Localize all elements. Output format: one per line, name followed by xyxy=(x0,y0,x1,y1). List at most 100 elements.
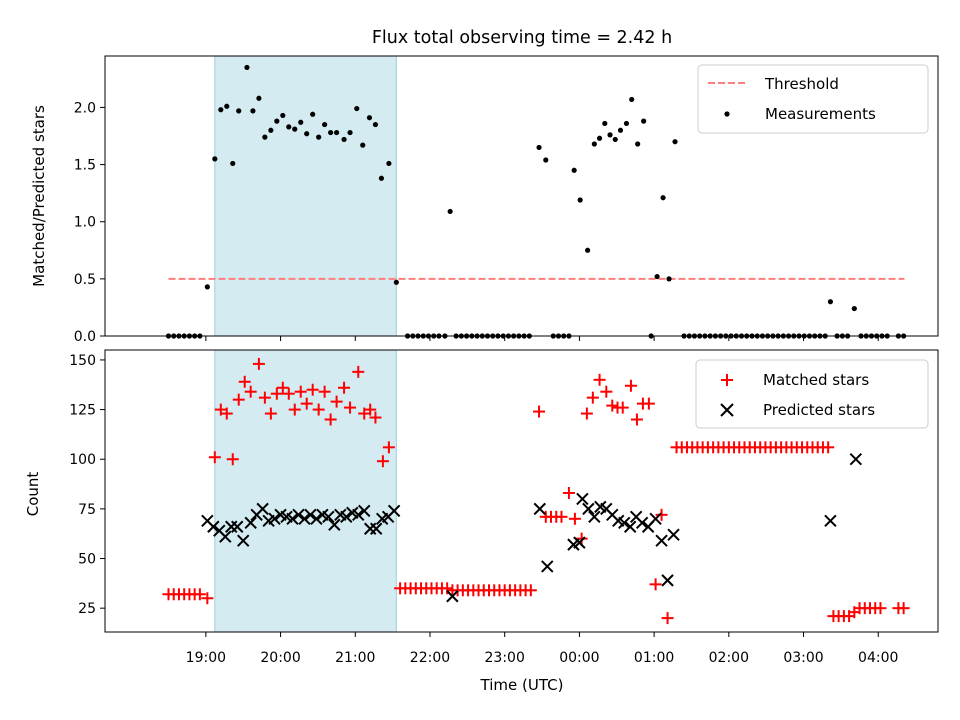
measurement-point xyxy=(268,127,274,133)
matched-star-point xyxy=(562,486,575,499)
matched-stars-points xyxy=(162,357,910,625)
measurement-point xyxy=(536,144,542,151)
predicted-star-point xyxy=(533,502,547,516)
measurement-point xyxy=(274,118,280,124)
matched-star-point xyxy=(897,602,910,615)
predicted-star-point xyxy=(623,520,637,533)
bottom-y-tick-label: 75 xyxy=(78,502,96,518)
matched-star-point xyxy=(369,411,382,424)
matched-star-point xyxy=(655,508,668,521)
top-y-tick-label: 2.0 xyxy=(74,100,96,116)
top-shaded-span xyxy=(214,55,397,337)
predicted-star-point xyxy=(231,520,244,533)
predicted-star-point xyxy=(824,514,837,527)
predicted-star-point xyxy=(849,453,863,466)
top-axes-frame xyxy=(104,55,939,337)
measurement-point xyxy=(286,124,292,130)
predicted-star-point xyxy=(387,504,401,518)
top-y-tick-label: 1.5 xyxy=(74,158,96,174)
predicted-star-point xyxy=(286,512,299,526)
bottom-y-tick-label: 100 xyxy=(69,452,96,468)
measurement-point xyxy=(280,112,286,119)
x-tick-label: 20:00 xyxy=(260,650,300,666)
measurement-point xyxy=(262,134,268,140)
top-shaded-span-rect xyxy=(214,55,397,337)
matched-star-point xyxy=(580,407,593,420)
legend-threshold-label: Threshold xyxy=(764,75,839,93)
top-panel-measurements-ratio: 0.00.51.01.52.0 Matched/Predicted stars … xyxy=(30,55,939,345)
matched-star-point xyxy=(258,391,271,404)
measurement-point xyxy=(660,195,666,201)
chart-title: Flux total observing time = 2.42 h xyxy=(372,28,672,48)
matched-star-point xyxy=(874,602,887,615)
predicted-star-point xyxy=(352,508,365,522)
bottom-shaded-span-rect xyxy=(214,349,397,633)
top-legend: Threshold Measurements xyxy=(697,64,929,134)
top-y-tick-label: 1.0 xyxy=(74,215,96,231)
x-tick-label: 00:00 xyxy=(559,650,599,666)
measurement-point xyxy=(341,136,347,143)
measurement-point xyxy=(224,103,230,109)
bottom-y-axis-label: Count xyxy=(24,472,42,517)
predicted-star-point xyxy=(328,518,341,531)
matched-star-point xyxy=(616,401,629,414)
predicted-star-point xyxy=(582,502,595,516)
measurement-point xyxy=(851,305,857,312)
matched-star-point xyxy=(586,391,599,404)
predicted-star-point xyxy=(661,574,674,587)
matched-star-point xyxy=(642,397,655,410)
matched-star-point xyxy=(533,405,546,418)
measurement-point xyxy=(607,132,613,138)
bottom-y-tick-label: 125 xyxy=(69,403,96,419)
measurement-point xyxy=(366,115,373,121)
measurement-point xyxy=(244,64,250,71)
measurement-point xyxy=(304,131,310,137)
predicted-star-point xyxy=(304,508,317,522)
legend-matched-swatch xyxy=(721,374,733,386)
predicted-stars-points xyxy=(201,453,863,603)
legend-measurements-swatch xyxy=(724,111,730,117)
measurement-point xyxy=(333,129,340,136)
legend-matched-label: Matched stars xyxy=(763,371,869,389)
measurement-point xyxy=(316,134,322,140)
top-x-ticks xyxy=(205,336,879,341)
x-tick-label: 03:00 xyxy=(783,650,823,666)
matched-star-point xyxy=(575,532,588,545)
x-tick-label: 02:00 xyxy=(709,650,749,666)
matched-star-point xyxy=(226,453,239,466)
measurement-point xyxy=(641,118,647,124)
matched-star-point xyxy=(288,403,301,416)
legend-predicted-swatch xyxy=(720,403,734,417)
matched-star-point xyxy=(352,365,365,378)
legend-predicted-label: Predicted stars xyxy=(763,401,875,419)
matched-star-point xyxy=(364,403,377,416)
measurement-point xyxy=(236,108,242,114)
measurement-point xyxy=(204,284,210,290)
measurement-point xyxy=(347,129,353,136)
bottom-legend: Matched stars Predicted stars xyxy=(695,359,929,429)
predicted-star-point xyxy=(237,534,250,547)
predicted-star-point xyxy=(369,522,383,535)
matched-star-point xyxy=(624,379,637,392)
measurement-point xyxy=(378,175,385,181)
matched-star-point xyxy=(338,381,351,394)
matched-star-point xyxy=(630,413,643,426)
predicted-star-point xyxy=(244,516,257,529)
measurement-point xyxy=(654,273,660,280)
predicted-star-point xyxy=(588,510,601,524)
predicted-star-point xyxy=(576,492,589,506)
matched-star-point xyxy=(344,401,357,414)
matched-star-point xyxy=(300,397,313,410)
measurement-point xyxy=(218,107,224,113)
x-tick-label: 22:00 xyxy=(410,650,450,666)
x-tick-label: 21:00 xyxy=(335,650,375,666)
predicted-star-point xyxy=(219,530,232,543)
top-y-ticks: 0.0 0.5 1.0 1.5 2.0 xyxy=(74,100,105,345)
measurement-point xyxy=(629,96,635,103)
measurement-point xyxy=(354,105,360,112)
measurement-point xyxy=(577,197,583,203)
measurement-point xyxy=(635,141,641,147)
matched-star-point xyxy=(324,413,337,426)
matched-star-point xyxy=(306,383,319,396)
